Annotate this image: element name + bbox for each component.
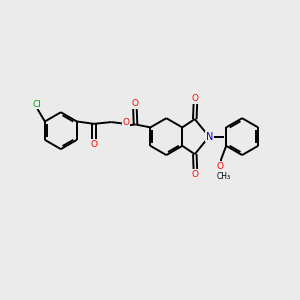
- Text: O: O: [91, 140, 98, 149]
- Text: N: N: [206, 132, 213, 142]
- Text: O: O: [216, 161, 223, 170]
- Text: Cl: Cl: [32, 100, 41, 109]
- Text: O: O: [123, 118, 130, 127]
- Text: O: O: [192, 170, 199, 179]
- Text: O: O: [131, 99, 138, 108]
- Text: CH₃: CH₃: [217, 172, 231, 181]
- Text: O: O: [192, 94, 199, 103]
